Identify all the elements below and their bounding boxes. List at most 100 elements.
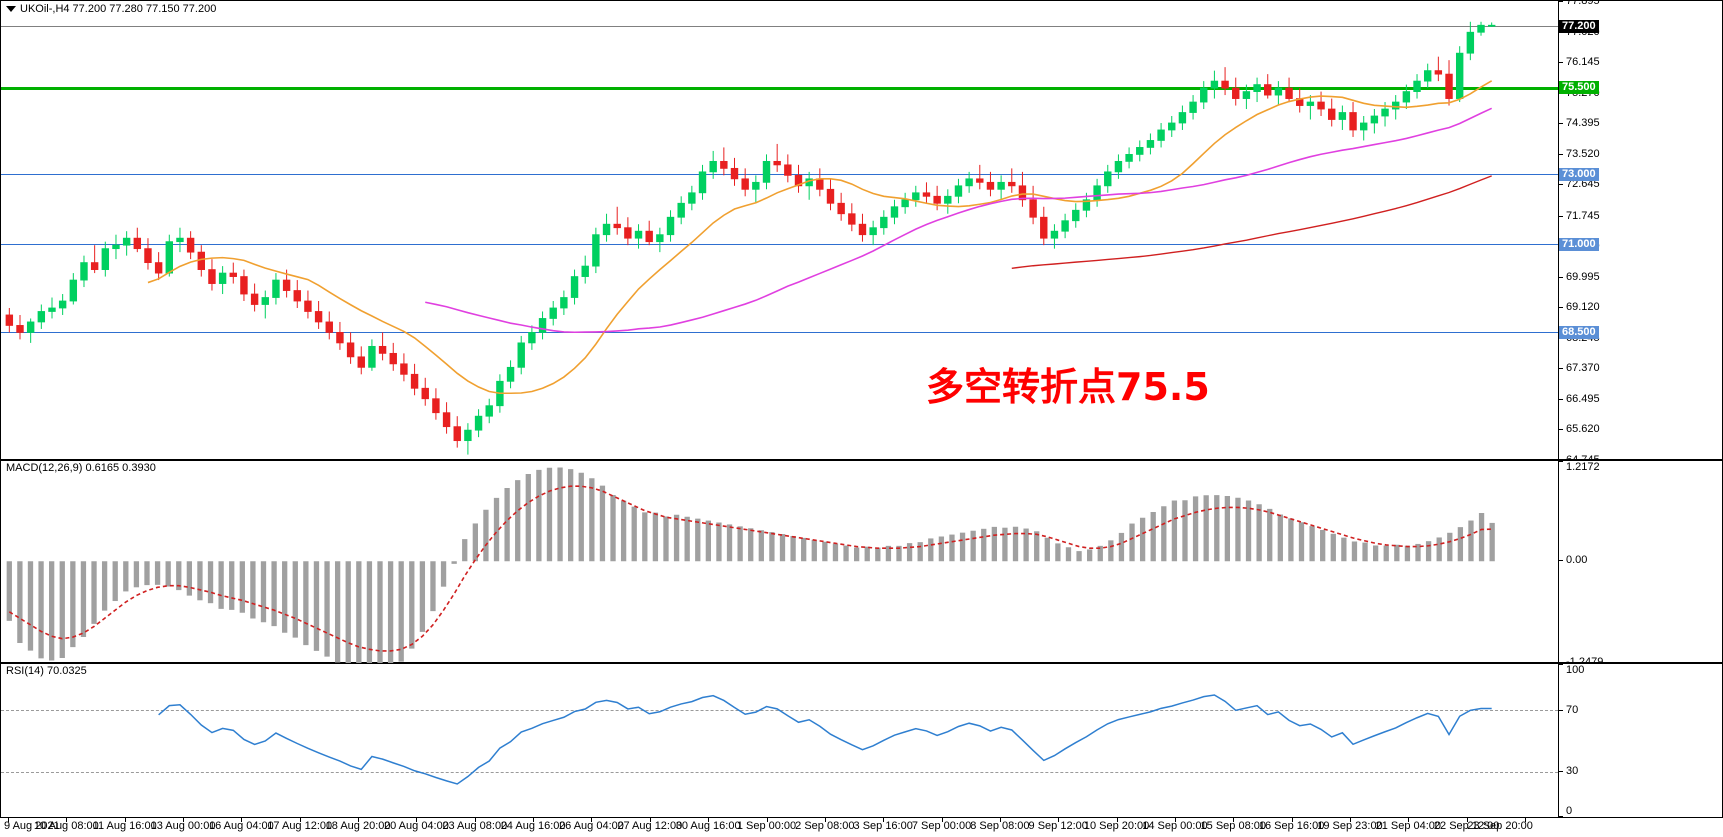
price-tick-label: 76.145 xyxy=(1566,56,1600,69)
level-label-73000[interactable]: 73.000 xyxy=(1559,168,1599,181)
rsi-guide-30 xyxy=(1,772,1558,773)
time-tick-label: 3 Sep 16:00 xyxy=(853,820,913,832)
time-tick-label: 14 Sep 00:00 xyxy=(1142,820,1208,832)
time-tick-mark xyxy=(766,818,768,822)
price-tick-mark xyxy=(1558,184,1563,186)
rsi-plot-area xyxy=(158,694,1492,785)
price-tick-label: 67.370 xyxy=(1566,362,1600,375)
rsi-tick-label: 100 xyxy=(1566,664,1585,676)
macd-plot-area xyxy=(6,467,1495,663)
price-tick-label: 66.495 xyxy=(1566,392,1600,405)
time-tick-label: 16 Aug 04:00 xyxy=(208,820,274,832)
time-tick-mark xyxy=(1174,818,1176,822)
time-tick-label: 18 Aug 20:00 xyxy=(325,820,391,832)
time-tick-mark xyxy=(708,818,710,822)
level-line-68500[interactable] xyxy=(1,332,1558,333)
time-tick-mark xyxy=(1466,818,1468,822)
rsi-tick-mark xyxy=(1558,664,1563,665)
time-tick-mark xyxy=(416,818,418,822)
symbol-ohlc-header: UKOil-,H4 77.200 77.280 77.150 77.200 xyxy=(20,3,217,15)
dropdown-caret-icon[interactable] xyxy=(6,6,16,12)
rsi-tick-label: 30 xyxy=(1566,765,1579,778)
time-tick-mark xyxy=(8,818,9,822)
price-tick-mark xyxy=(1558,368,1563,370)
macd-tick-label: 0.00 xyxy=(1566,554,1588,567)
macd-tick-label: 1.2172 xyxy=(1566,461,1600,473)
price-tick-label: 65.620 xyxy=(1566,423,1600,436)
time-tick-mark xyxy=(474,818,476,822)
price-tick-mark xyxy=(1558,429,1563,431)
price-plot-area xyxy=(5,21,1496,455)
ma-red-line xyxy=(1011,175,1492,269)
level-line-75500[interactable] xyxy=(1,87,1558,90)
current-price-line xyxy=(1,26,1558,27)
rsi-tick-mark xyxy=(1558,816,1563,817)
rsi-tick-mark xyxy=(1558,709,1563,711)
time-tick-label: 21 Sep 04:00 xyxy=(1375,820,1442,832)
macd-histogram-series xyxy=(6,467,1495,663)
macd-indicator-label: MACD(12,26,9) 0.6165 0.3930 xyxy=(6,462,156,474)
time-tick-label: 10 Aug 08:00 xyxy=(33,820,99,832)
time-tick-mark xyxy=(1291,818,1293,822)
price-tick-mark xyxy=(1558,62,1563,64)
level-line-71000[interactable] xyxy=(1,244,1558,245)
macd-signal-line xyxy=(8,485,1493,652)
rsi-line xyxy=(158,694,1492,785)
time-tick-mark xyxy=(883,818,885,822)
macd-scale-separator xyxy=(1558,461,1559,662)
time-tick-label: 27 Aug 12:00 xyxy=(617,820,683,832)
price-tick-mark xyxy=(1558,123,1563,125)
price-tick-mark xyxy=(1558,307,1563,309)
time-tick-mark xyxy=(591,818,593,822)
time-tick-label: 24 Aug 16:00 xyxy=(500,820,566,832)
price-chart-panel[interactable]: UKOil-,H4 77.200 77.280 77.150 77.200 多空… xyxy=(0,0,1723,466)
time-tick-mark xyxy=(1525,818,1526,822)
price-tick-label: 74.395 xyxy=(1566,117,1600,130)
price-tick-label: 72.645 xyxy=(1566,178,1600,191)
price-tick-mark xyxy=(1558,153,1563,155)
level-label-71000[interactable]: 71.000 xyxy=(1559,238,1599,251)
price-tick-mark xyxy=(1558,215,1563,217)
price-scale-separator xyxy=(1558,1,1559,459)
time-tick-label: 22 Sep 12:00 xyxy=(1433,820,1500,832)
time-tick-label: 19 Sep 23:00 xyxy=(1317,820,1383,832)
time-tick-mark xyxy=(533,818,535,822)
price-tick-mark xyxy=(1558,1,1563,2)
rsi-tick-label: 70 xyxy=(1566,703,1579,716)
price-tick-label: 69.120 xyxy=(1566,301,1600,314)
ma-magenta-line xyxy=(425,107,1493,334)
time-tick-label: 23 Aug 08:00 xyxy=(442,820,508,832)
time-tick-label: 16 Sep 16:00 xyxy=(1258,820,1325,832)
macd-tick-mark xyxy=(1558,461,1563,462)
time-tick-label: 9 Sep 12:00 xyxy=(1028,820,1088,832)
time-tick-label: 10 Sep 20:00 xyxy=(1083,820,1150,832)
time-tick-mark xyxy=(1058,818,1060,822)
macd-panel[interactable]: 1.2172 0.00 -1.2479 xyxy=(0,460,1723,668)
rsi-panel[interactable]: 100 70 30 0 xyxy=(0,663,1723,818)
time-tick-label: 17 Aug 12:00 xyxy=(267,820,333,832)
time-tick-mark xyxy=(1233,818,1235,822)
time-tick-label: 2 Sep 08:00 xyxy=(795,820,855,832)
time-tick-mark xyxy=(66,818,68,822)
time-tick-mark xyxy=(999,818,1001,822)
level-label-68500[interactable]: 68.500 xyxy=(1559,326,1599,339)
time-tick-mark xyxy=(649,818,651,822)
price-tick-label: 77.895 xyxy=(1566,0,1600,7)
time-tick-label: 1 Sep 00:00 xyxy=(736,820,797,832)
price-tick-mark xyxy=(1558,398,1563,400)
level-label-75500[interactable]: 75.500 xyxy=(1559,81,1599,94)
price-tick-mark xyxy=(1558,276,1563,278)
time-tick-label: 9 Aug 2021 xyxy=(4,820,60,832)
time-tick-mark xyxy=(1408,818,1410,822)
time-tick-label: 23 Sep 20:00 xyxy=(1467,820,1533,832)
time-tick-mark xyxy=(1349,818,1351,822)
price-tick-label: 73.520 xyxy=(1566,147,1600,160)
time-tick-label: 26 Aug 04:00 xyxy=(559,820,624,832)
time-tick-mark xyxy=(124,818,126,822)
level-line-73000[interactable] xyxy=(1,174,1558,175)
macd-tick-mark xyxy=(1558,560,1563,562)
time-tick-mark xyxy=(183,818,185,822)
price-tick-label: 69.995 xyxy=(1566,270,1600,283)
time-tick-mark xyxy=(241,818,243,822)
